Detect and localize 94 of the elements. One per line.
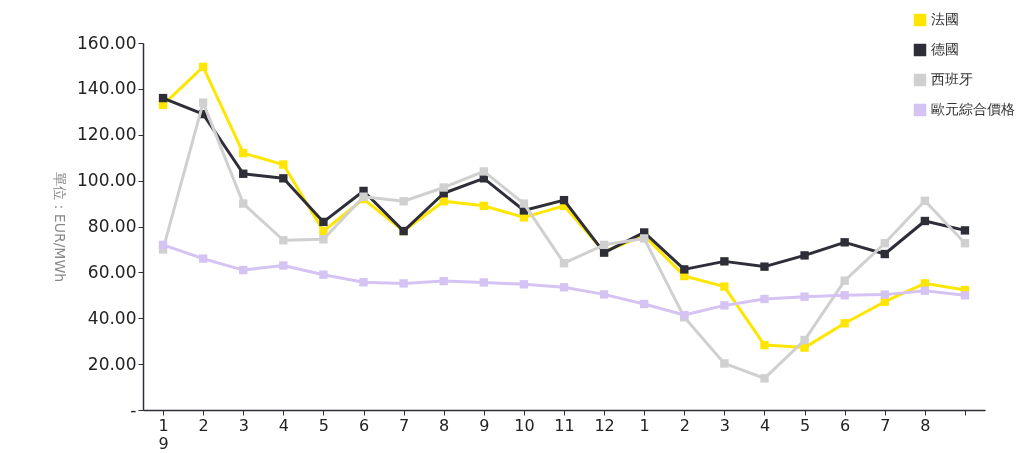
x-tick-label: 3 xyxy=(719,415,730,435)
point xyxy=(800,292,809,301)
point xyxy=(198,254,208,263)
point xyxy=(599,290,609,299)
point xyxy=(158,93,168,103)
point xyxy=(800,343,809,352)
point xyxy=(198,98,208,107)
y-tick-label: 120.00 xyxy=(77,124,137,145)
point xyxy=(239,148,248,158)
point xyxy=(239,169,248,178)
point xyxy=(319,217,328,227)
point xyxy=(439,197,448,206)
point xyxy=(198,62,208,72)
y-axis-title: 單位：EUR/MWh xyxy=(52,171,69,283)
point xyxy=(720,282,729,291)
x-tick-label: 2 xyxy=(679,415,690,435)
x-tick-label: 10 xyxy=(514,415,535,435)
x-tick-label: 7 xyxy=(399,415,410,435)
point xyxy=(279,261,288,270)
x-tick-label: 1 9 xyxy=(158,415,169,453)
y-tick-label: 100.00 xyxy=(77,170,137,191)
point xyxy=(760,262,769,271)
point xyxy=(279,174,288,183)
x-tick-label: 6 xyxy=(358,415,370,435)
x-tick-label: 9 xyxy=(479,415,490,435)
point xyxy=(880,239,889,248)
point xyxy=(800,335,809,345)
x-tick-label: 4 xyxy=(278,415,289,435)
point xyxy=(840,238,849,247)
point xyxy=(960,239,970,248)
y-tick-label: 140.00 xyxy=(77,78,137,99)
y-tick-label: 60.00 xyxy=(87,261,137,282)
point xyxy=(279,160,288,169)
point xyxy=(239,265,248,275)
point xyxy=(800,251,809,260)
y-tick-label: 40.00 xyxy=(87,307,137,328)
point xyxy=(760,294,769,304)
point xyxy=(439,276,448,286)
point xyxy=(720,301,729,310)
point xyxy=(279,236,288,245)
x-tick-label: 7 xyxy=(880,415,891,435)
point xyxy=(680,265,689,274)
legend-label: 歐元綜合價格 xyxy=(931,101,1015,117)
x-tick-label: 5 xyxy=(799,415,811,435)
x-tick-label: 8 xyxy=(920,415,931,435)
point xyxy=(920,196,930,205)
point xyxy=(519,199,529,208)
legend-label: 德國 xyxy=(931,41,959,57)
y-tick-label: - xyxy=(130,399,137,420)
point xyxy=(840,276,849,285)
point xyxy=(880,249,889,259)
point xyxy=(640,299,649,309)
point xyxy=(319,270,328,279)
point xyxy=(920,216,930,226)
point xyxy=(920,286,930,295)
point xyxy=(319,226,328,236)
point xyxy=(559,283,569,292)
point xyxy=(960,226,970,235)
point xyxy=(439,183,448,192)
point xyxy=(399,279,408,288)
point xyxy=(158,240,168,250)
point xyxy=(479,201,488,211)
point xyxy=(559,195,569,205)
point xyxy=(519,280,529,289)
point xyxy=(319,235,328,244)
point xyxy=(840,291,849,300)
point xyxy=(720,359,729,368)
point xyxy=(479,278,488,287)
x-tick-label: 2 xyxy=(198,415,209,435)
point xyxy=(760,340,769,350)
x-tick-label: 8 xyxy=(439,415,450,435)
point xyxy=(599,240,609,250)
y-tick-label: 20.00 xyxy=(87,353,137,374)
x-tick-label: 12 xyxy=(594,415,615,435)
point xyxy=(399,197,408,206)
legend-label: 法國 xyxy=(931,11,959,27)
point xyxy=(359,278,368,287)
x-tick-label: 5 xyxy=(318,415,330,435)
point xyxy=(960,291,970,300)
point xyxy=(479,167,488,176)
x-tick-label: 3 xyxy=(238,415,249,435)
x-tick-label: 11 xyxy=(554,415,575,435)
x-tick-label: 4 xyxy=(759,415,771,435)
point xyxy=(760,374,769,383)
y-tick-label: 80.00 xyxy=(87,216,137,236)
point xyxy=(880,290,889,299)
point xyxy=(840,319,849,328)
point xyxy=(559,259,569,268)
y-tick-label: 160.00 xyxy=(77,32,137,53)
x-tick-label: 1 xyxy=(639,415,650,435)
point xyxy=(239,199,248,208)
x-tick-label: 6 xyxy=(840,415,851,435)
legend-label: 西班牙 xyxy=(931,71,973,87)
point xyxy=(720,257,729,266)
